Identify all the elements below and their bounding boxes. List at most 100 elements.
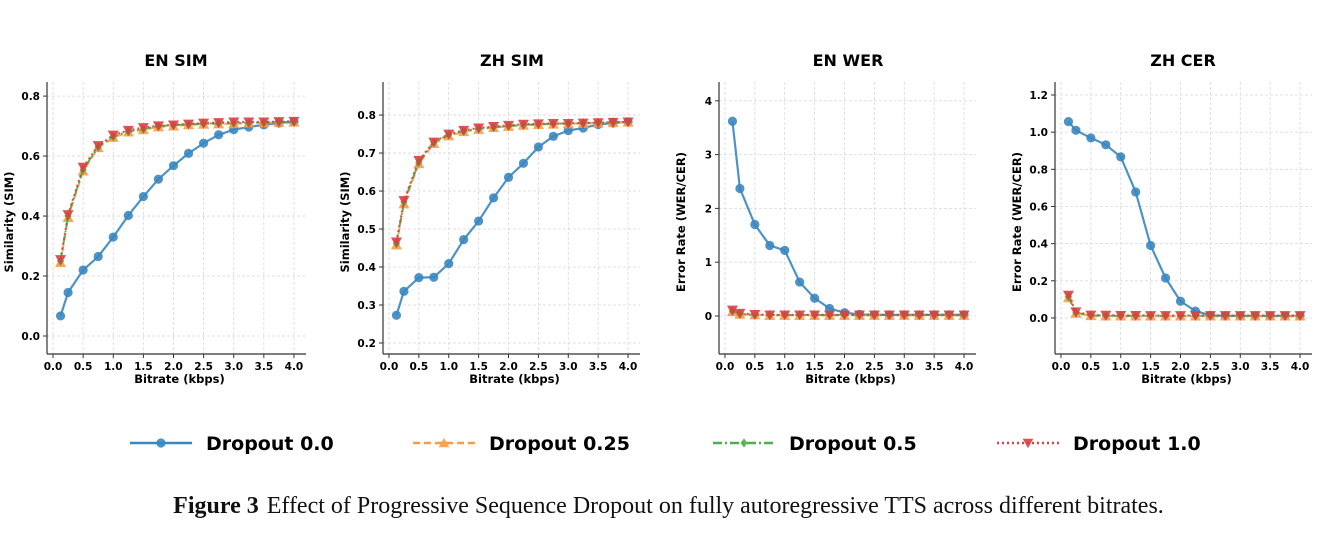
x-tick-label: 3.5 bbox=[255, 361, 274, 373]
chart-title: ZH CER bbox=[1150, 51, 1216, 70]
series-dropout-0-0 bbox=[1063, 116, 1305, 321]
data-point bbox=[473, 123, 485, 134]
chart-zh-cer: ZH CER 0.0 0.5 1.0 1.5 2.0 2.5 3.0 3.5 4.0 0.0 0.2 0… bbox=[1010, 51, 1312, 386]
series-dropout-1-0 bbox=[55, 116, 300, 266]
legend-item-dropout-0-0: Dropout 0.0 bbox=[130, 433, 334, 455]
data-point bbox=[183, 148, 194, 158]
x-tick-label: 2.0 bbox=[835, 361, 854, 373]
data-point bbox=[1189, 311, 1201, 322]
x-axis-label: Bitrate (kbps) bbox=[469, 372, 559, 386]
data-point bbox=[795, 277, 805, 287]
data-point bbox=[62, 210, 74, 221]
data-point bbox=[444, 258, 454, 269]
x-tick-label: 4.0 bbox=[1291, 361, 1310, 373]
legend-label: Dropout 0.5 bbox=[789, 433, 917, 455]
chart-en-sim: EN SIM 0.0 0.5 1.0 1.5 2.0 2.5 3.0 3.5 4.0 0.0 0.2 0… bbox=[2, 51, 306, 386]
x-tick-label: 3.5 bbox=[589, 361, 608, 373]
data-point bbox=[1085, 310, 1097, 321]
data-point bbox=[868, 310, 880, 321]
data-point bbox=[1131, 187, 1141, 197]
data-point bbox=[1115, 310, 1127, 321]
x-tick-label: 4.0 bbox=[619, 361, 638, 373]
legend-label: Dropout 0.25 bbox=[489, 433, 630, 455]
series-dropout-1-0 bbox=[1062, 290, 1306, 322]
data-point bbox=[167, 120, 180, 131]
data-point bbox=[518, 158, 529, 168]
y-tick-label: 4 bbox=[705, 96, 712, 108]
x-axis-label: Bitrate (kbps) bbox=[805, 372, 895, 386]
data-point bbox=[838, 310, 851, 321]
data-point bbox=[727, 116, 738, 126]
data-point bbox=[390, 237, 402, 248]
legend-marker bbox=[740, 438, 748, 448]
data-point bbox=[243, 117, 255, 128]
gridlines bbox=[1055, 82, 1312, 354]
data-point bbox=[1100, 310, 1112, 321]
y-axis-label: Error Rate (WER/CER) bbox=[1010, 152, 1024, 292]
data-point bbox=[943, 310, 955, 321]
y-tick-label: 0.8 bbox=[21, 91, 40, 103]
data-point bbox=[137, 123, 149, 134]
data-point bbox=[958, 310, 970, 321]
data-point bbox=[1264, 311, 1276, 322]
x-tick-label: 3.0 bbox=[224, 361, 243, 373]
data-point bbox=[1086, 133, 1096, 143]
data-point bbox=[562, 118, 574, 129]
data-point bbox=[77, 162, 89, 173]
y-tick-label: 1.0 bbox=[1029, 127, 1048, 139]
series-dropout-0-25 bbox=[55, 116, 300, 267]
data-point bbox=[503, 172, 514, 182]
data-point bbox=[1146, 240, 1156, 251]
chart-en-wer: EN WER 0.0 0.5 1.0 1.5 2.0 2.5 3.0 3.5 4.0 0 1 2 3 4 Bi… bbox=[674, 51, 976, 386]
data-point bbox=[622, 117, 634, 128]
x-tick-label: 1.5 bbox=[805, 361, 824, 373]
y-axis-label: Error Rate (WER/CER) bbox=[674, 152, 688, 292]
data-point bbox=[413, 155, 425, 166]
legend-marker bbox=[438, 437, 450, 448]
y-tick-label: 0.6 bbox=[21, 151, 40, 163]
data-point bbox=[459, 235, 469, 245]
series-dropout-0-5 bbox=[392, 117, 632, 249]
x-tick-label: 1.5 bbox=[469, 361, 488, 373]
data-point bbox=[63, 287, 73, 298]
y-tick-label: 0.2 bbox=[1029, 276, 1048, 288]
data-point bbox=[1175, 296, 1186, 306]
data-point bbox=[1174, 311, 1187, 322]
data-point bbox=[592, 118, 604, 129]
data-point bbox=[1160, 273, 1171, 283]
x-tick-label: 2.0 bbox=[499, 361, 518, 373]
data-point bbox=[55, 255, 67, 266]
y-tick-label: 0.4 bbox=[21, 211, 40, 223]
x-axis-label: Bitrate (kbps) bbox=[134, 372, 224, 386]
legend: Dropout 0.0 Dropout 0.25 Dropout 0.5 Dropou… bbox=[130, 433, 1201, 455]
data-point bbox=[1130, 310, 1142, 321]
data-point bbox=[607, 117, 619, 128]
x-tick-label: 1.0 bbox=[439, 361, 458, 373]
data-point bbox=[749, 309, 761, 320]
data-point bbox=[399, 286, 409, 296]
x-tick-label: 4.0 bbox=[955, 361, 974, 373]
data-point bbox=[1294, 311, 1306, 322]
legend-item-dropout-0-25: Dropout 0.25 bbox=[413, 433, 630, 455]
series-dropout-1-0 bbox=[726, 305, 970, 321]
data-point bbox=[55, 311, 66, 321]
data-point bbox=[122, 125, 134, 136]
data-point bbox=[502, 120, 515, 131]
x-tick-label: 0.5 bbox=[74, 361, 93, 373]
y-tick-label: 0 bbox=[705, 311, 712, 323]
data-point bbox=[548, 131, 558, 141]
data-point bbox=[1279, 311, 1291, 322]
y-tick-label: 0.0 bbox=[1029, 313, 1048, 325]
x-tick-label: 2.0 bbox=[164, 361, 183, 373]
series-line bbox=[395, 120, 629, 316]
x-tick-label: 0.0 bbox=[380, 361, 399, 373]
y-axis-label: Similarity (SIM) bbox=[338, 172, 352, 273]
x-tick-label: 0.5 bbox=[1082, 361, 1101, 373]
x-tick-label: 3.0 bbox=[559, 361, 578, 373]
data-point bbox=[213, 118, 225, 129]
x-tick-label: 3.5 bbox=[1261, 361, 1280, 373]
data-point bbox=[577, 118, 589, 129]
x-tick-label: 1.0 bbox=[104, 361, 123, 373]
data-point bbox=[824, 310, 836, 321]
data-point bbox=[547, 118, 559, 129]
